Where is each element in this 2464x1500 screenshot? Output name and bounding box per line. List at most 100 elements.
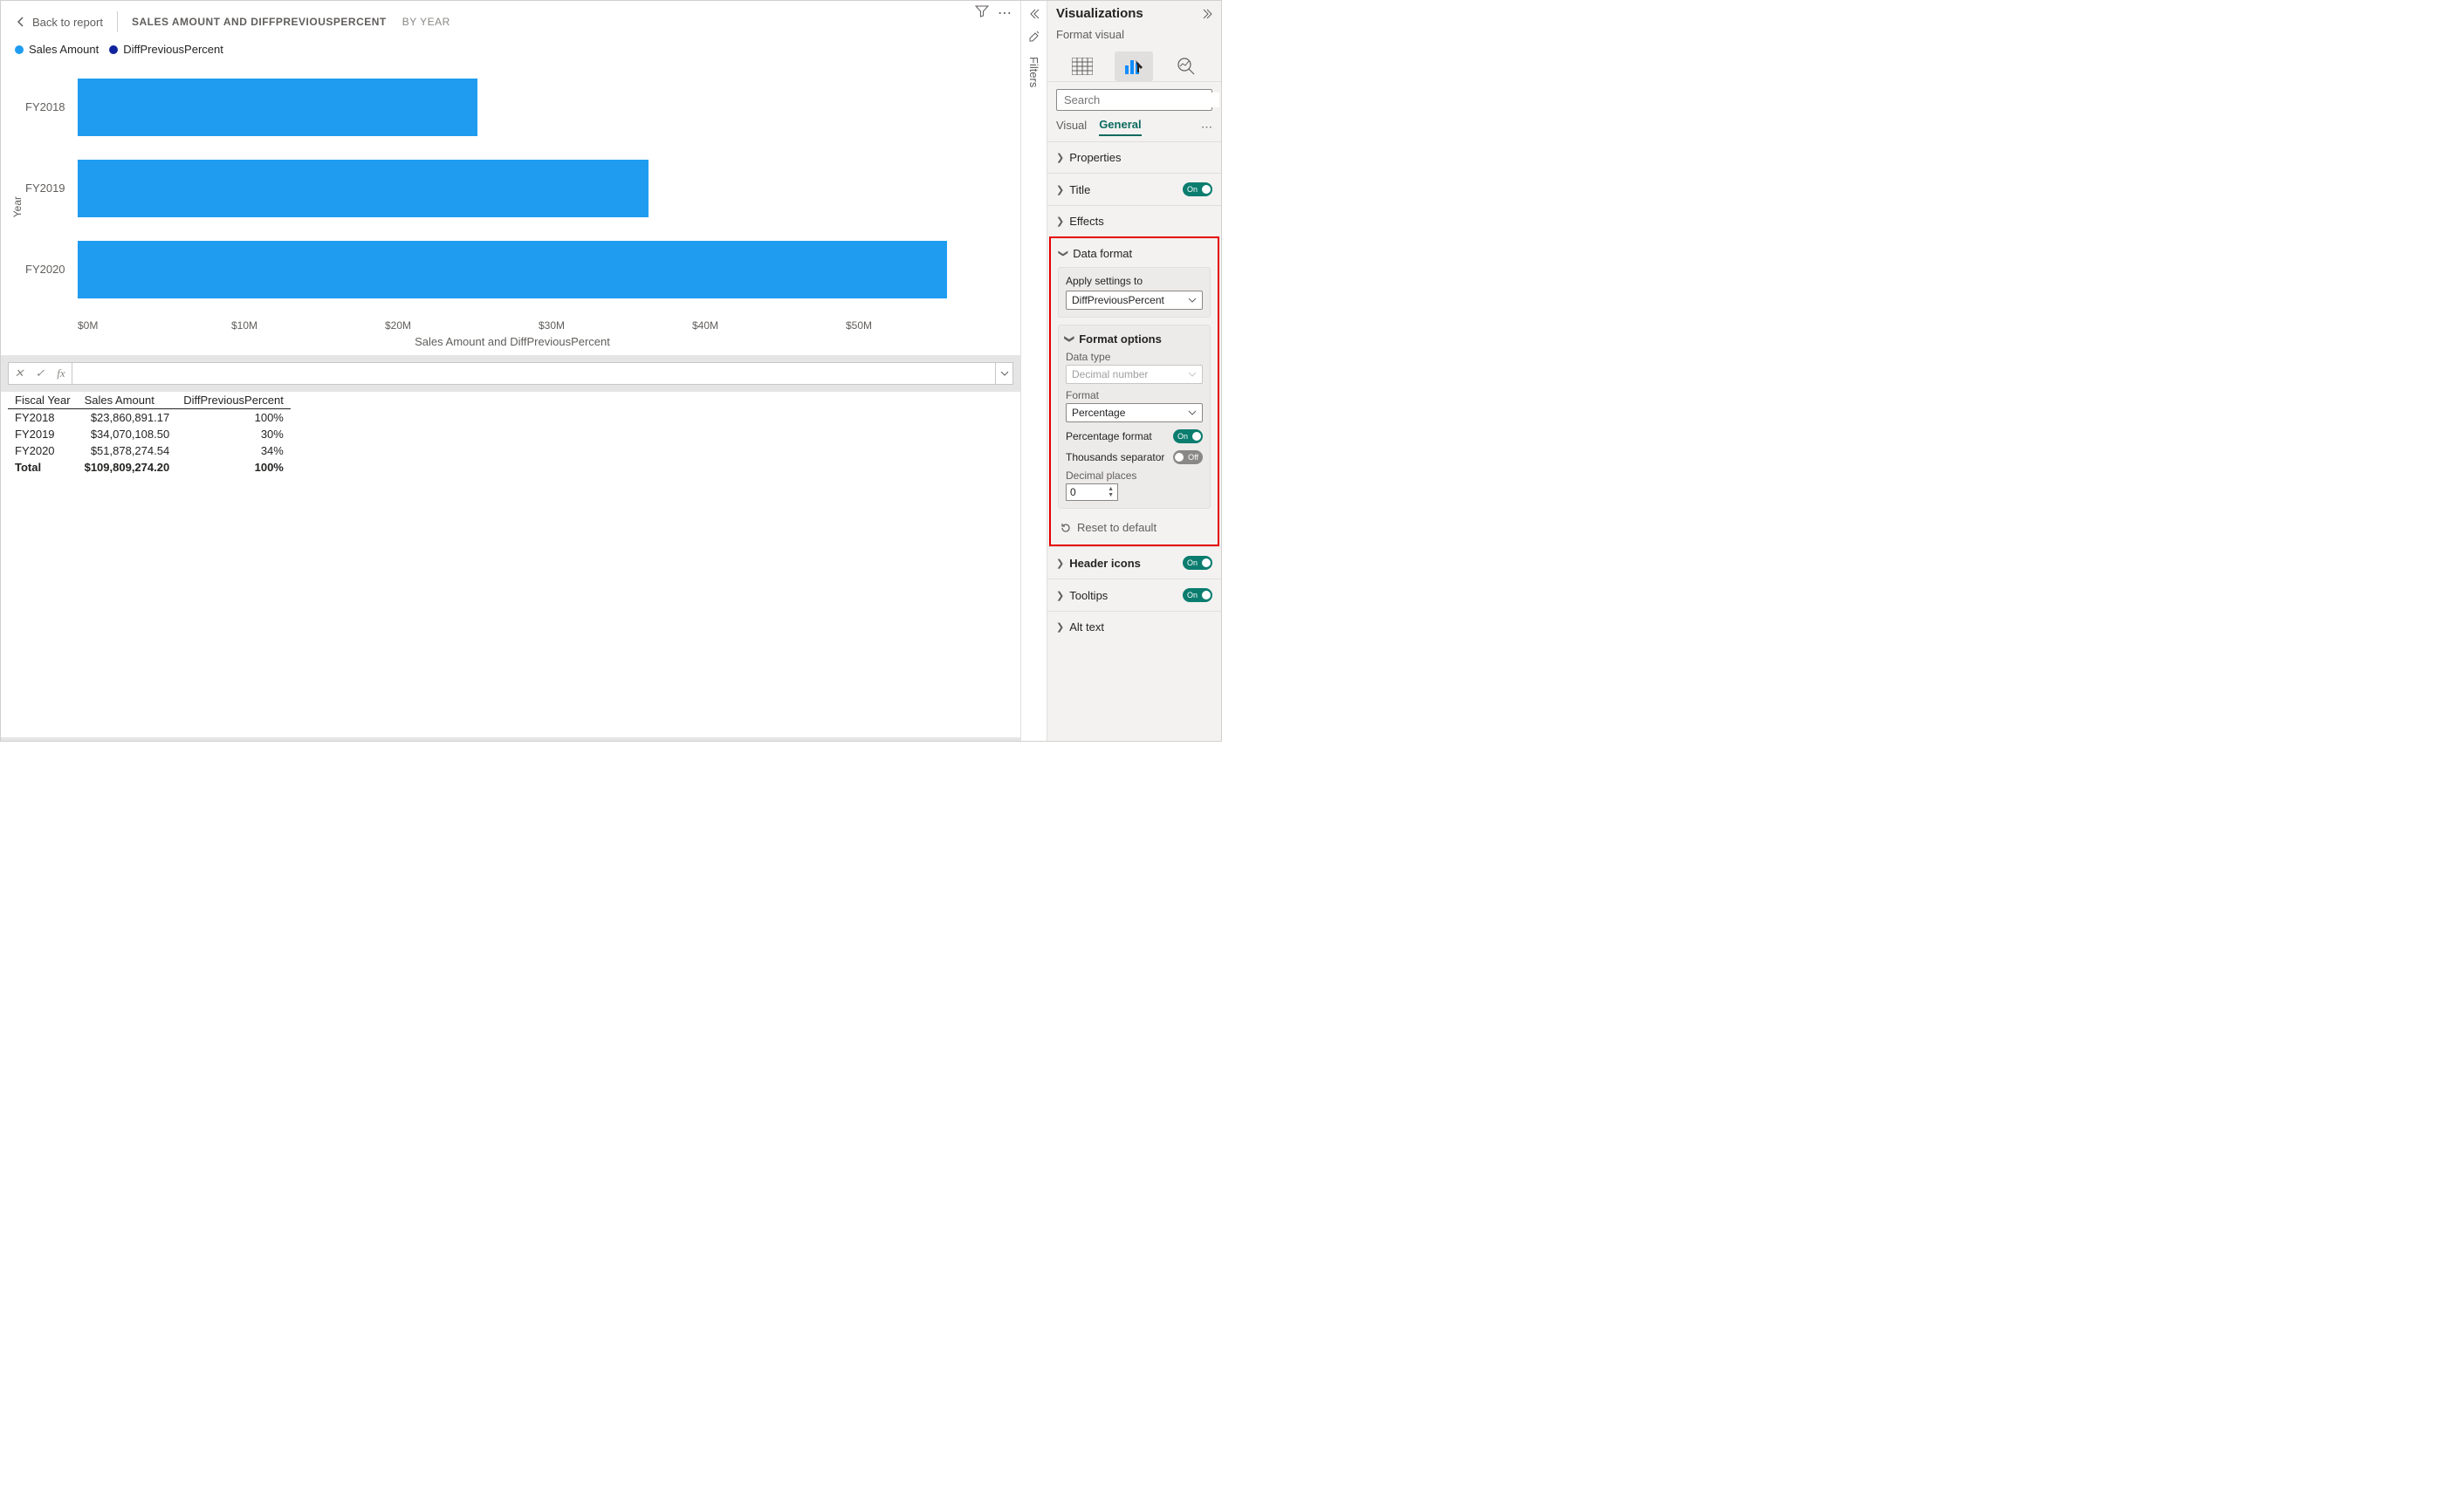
- section-alt-text[interactable]: ❯Alt text: [1047, 611, 1221, 642]
- breadcrumb-separator: [117, 11, 118, 32]
- table-cell: FY2019: [8, 426, 78, 442]
- formula-cancel-button[interactable]: ✕: [9, 366, 30, 380]
- percentage-format-toggle[interactable]: [1173, 429, 1203, 443]
- table-cell: FY2018: [8, 409, 78, 427]
- reset-icon: [1060, 522, 1072, 534]
- table-cell: 100%: [176, 459, 291, 476]
- section-properties-label: Properties: [1069, 151, 1121, 164]
- apply-settings-card: Apply settings to DiffPreviousPercent: [1058, 267, 1211, 318]
- data-format-highlight: ❯ Data format Apply settings to DiffPrev…: [1049, 236, 1219, 546]
- reset-label: Reset to default: [1077, 521, 1157, 534]
- format-visual-tab[interactable]: [1115, 51, 1153, 81]
- legend-dot-0: [15, 45, 24, 54]
- table-cell: 34%: [176, 442, 291, 459]
- legend-label-0: Sales Amount: [29, 43, 99, 56]
- section-header-icons-label: Header icons: [1069, 557, 1141, 570]
- bar-category-label: FY2018: [25, 100, 78, 113]
- fx-icon[interactable]: fx: [51, 366, 72, 380]
- format-options-label: Format options: [1079, 332, 1162, 346]
- section-data-format[interactable]: ❯ Data format: [1051, 238, 1218, 267]
- format-dropdown[interactable]: Percentage: [1066, 403, 1203, 422]
- tabs-more-icon[interactable]: ⋯: [1201, 120, 1212, 134]
- spinner-buttons[interactable]: ▲▼: [1108, 486, 1114, 498]
- header-icons-toggle[interactable]: [1183, 556, 1212, 570]
- page-subtitle: BY YEAR: [402, 16, 450, 28]
- chevron-right-icon: ❯: [1056, 152, 1064, 163]
- section-title[interactable]: ❯Title: [1047, 173, 1221, 205]
- data-table[interactable]: Fiscal YearSales AmountDiffPreviousPerce…: [8, 392, 291, 476]
- table-header[interactable]: Sales Amount: [78, 392, 177, 409]
- bar-row: FY2018: [25, 66, 999, 147]
- percentage-format-label: Percentage format: [1066, 430, 1152, 442]
- data-type-dropdown: Decimal number: [1066, 365, 1203, 384]
- x-tick: $0M: [78, 319, 231, 332]
- data-grid-area: ✕ ✓ fx Fiscal YearSales AmountDiffPrevio…: [1, 355, 1020, 741]
- section-properties[interactable]: ❯ Properties: [1047, 141, 1221, 173]
- viz-pane-subtitle: Format visual: [1047, 26, 1221, 48]
- format-mode-tabs: [1047, 48, 1221, 82]
- section-header-icons[interactable]: ❯ Header icons: [1047, 546, 1221, 579]
- chevron-right-icon: ❯: [1056, 558, 1064, 569]
- filters-pane-collapsed[interactable]: Filters: [1020, 1, 1047, 741]
- section-data-format-label: Data format: [1073, 247, 1132, 260]
- bar-category-label: FY2020: [25, 263, 78, 276]
- table-row[interactable]: FY2020$51,878,274.5434%: [8, 442, 291, 459]
- expand-right-icon[interactable]: [1200, 8, 1212, 20]
- legend-dot-1: [109, 45, 118, 54]
- format-options-header[interactable]: ❯ Format options: [1066, 332, 1203, 346]
- build-visual-tab[interactable]: [1063, 51, 1102, 81]
- more-icon[interactable]: ⋯: [998, 4, 1013, 22]
- formula-input[interactable]: [72, 363, 995, 384]
- tooltips-toggle[interactable]: [1183, 588, 1212, 602]
- bar[interactable]: [78, 241, 947, 298]
- chart-legend: Sales Amount DiffPreviousPercent: [1, 43, 1020, 63]
- decimal-places-input[interactable]: 0 ▲▼: [1066, 483, 1118, 501]
- plot-area: FY2018FY2019FY2020 $0M$10M$20M$30M$40M$5…: [25, 66, 999, 348]
- reset-to-default-button[interactable]: Reset to default: [1051, 516, 1218, 539]
- decimal-places-label: Decimal places: [1066, 469, 1203, 482]
- bar[interactable]: [78, 79, 477, 136]
- viz-pane-header: Visualizations: [1047, 1, 1221, 26]
- search-input[interactable]: [1062, 92, 1219, 107]
- table-row[interactable]: FY2018$23,860,891.17100%: [8, 409, 291, 427]
- table-cell: $23,860,891.17: [78, 409, 177, 427]
- analytics-tab[interactable]: [1167, 51, 1205, 81]
- table-row[interactable]: FY2019$34,070,108.5030%: [8, 426, 291, 442]
- page-title: SALES AMOUNT AND DIFFPREVIOUSPERCENT: [132, 16, 387, 28]
- chevron-left-icon: [15, 16, 27, 28]
- formula-dropdown-button[interactable]: [995, 363, 1012, 384]
- table-cell: $109,809,274.20: [78, 459, 177, 476]
- eraser-icon: [1027, 29, 1041, 43]
- table-header[interactable]: Fiscal Year: [8, 392, 78, 409]
- table-header[interactable]: DiffPreviousPercent: [176, 392, 291, 409]
- bar-row: FY2019: [25, 147, 999, 229]
- x-axis-title: Sales Amount and DiffPreviousPercent: [25, 332, 999, 348]
- section-effects[interactable]: ❯Effects: [1047, 205, 1221, 236]
- table-total-row: Total$109,809,274.20100%: [8, 459, 291, 476]
- formula-bar: ✕ ✓ fx: [8, 362, 1013, 385]
- filter-icon[interactable]: [975, 4, 989, 22]
- bar-category-label: FY2019: [25, 182, 78, 195]
- chevron-down-icon: [1188, 370, 1197, 379]
- title-toggle[interactable]: [1183, 182, 1212, 196]
- back-label: Back to report: [32, 16, 103, 29]
- data-type-value: Decimal number: [1072, 368, 1148, 380]
- breadcrumb: Back to report SALES AMOUNT AND DIFFPREV…: [1, 1, 1020, 43]
- section-tooltips[interactable]: ❯Tooltips: [1047, 579, 1221, 611]
- table-cell: FY2020: [8, 442, 78, 459]
- tab-visual[interactable]: Visual: [1056, 119, 1087, 135]
- back-to-report-button[interactable]: Back to report: [15, 16, 103, 29]
- format-search[interactable]: [1056, 89, 1212, 111]
- y-axis-label: Year: [10, 196, 25, 217]
- bar[interactable]: [78, 160, 649, 217]
- bar-track: [78, 241, 999, 298]
- section-effects-label: Effects: [1069, 215, 1104, 228]
- visual-header-icons: ⋯: [975, 4, 1013, 22]
- thousands-separator-toggle[interactable]: [1173, 450, 1203, 464]
- formula-commit-button[interactable]: ✓: [30, 366, 51, 380]
- bar-chart[interactable]: Year FY2018FY2019FY2020 $0M$10M$20M$30M$…: [1, 63, 1020, 355]
- chevron-down-icon: [1188, 408, 1197, 417]
- table-cell: $34,070,108.50: [78, 426, 177, 442]
- tab-general[interactable]: General: [1099, 118, 1141, 136]
- apply-settings-dropdown[interactable]: DiffPreviousPercent: [1066, 291, 1203, 310]
